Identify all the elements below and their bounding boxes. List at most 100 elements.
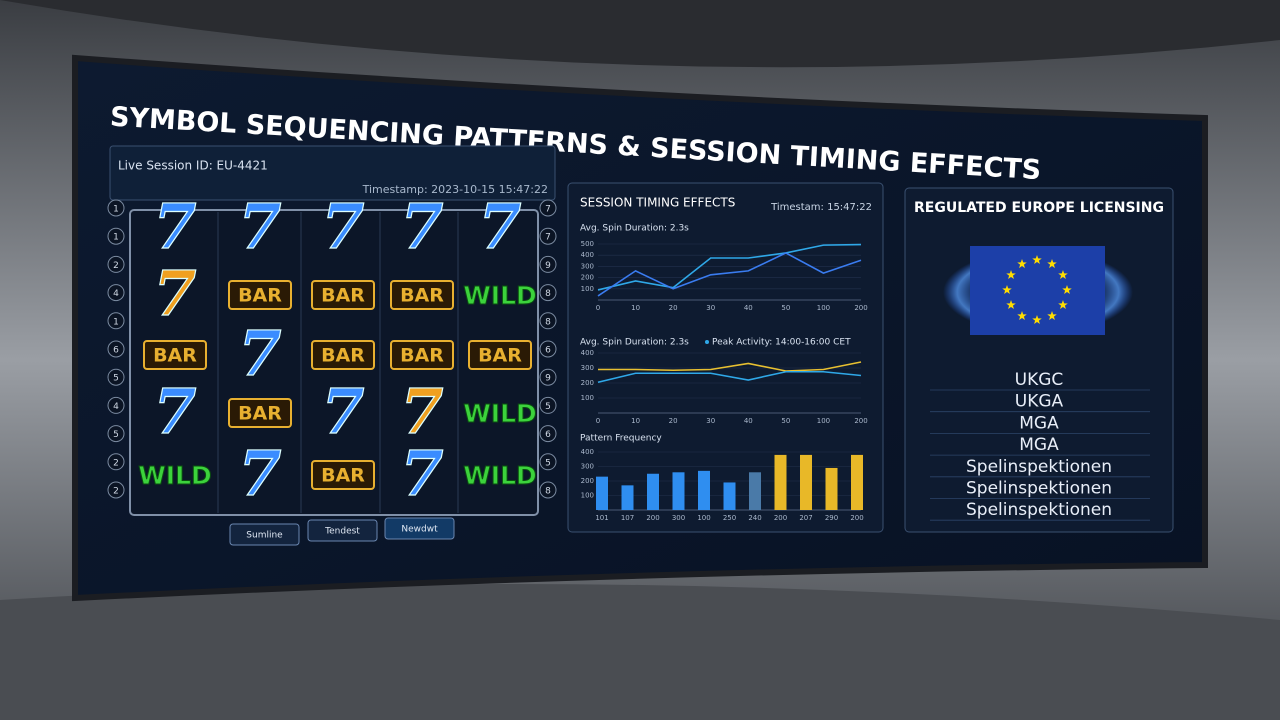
- control-button-label[interactable]: Tendest: [324, 527, 360, 537]
- note-dot: [705, 340, 709, 344]
- seven-symbol: 7: [238, 190, 281, 263]
- x-tick-label: 200: [854, 304, 867, 312]
- y-tick-label: 200: [581, 274, 594, 282]
- x-tick-label: 40: [744, 304, 753, 312]
- seven-symbol: 7: [400, 190, 443, 263]
- payline-number: 6: [545, 346, 551, 356]
- y-tick-label: 300: [581, 262, 594, 270]
- seven-symbol: 7: [321, 375, 364, 448]
- payline-number: 4: [113, 289, 119, 299]
- payline-marker: [539, 284, 557, 302]
- y-tick-label: 200: [581, 477, 594, 485]
- bar: [749, 472, 761, 510]
- bar: [647, 473, 659, 510]
- control-button[interactable]: [384, 517, 455, 540]
- bar-symbol-box: [228, 280, 292, 310]
- x-tick-label: 250: [723, 514, 736, 522]
- bar-symbol-box: [143, 340, 207, 370]
- payline-marker: [107, 368, 125, 386]
- bar-symbol-box: [390, 340, 454, 370]
- payline-marker: [539, 312, 557, 330]
- x-tick-label: 50: [781, 304, 790, 312]
- flag-star: [1058, 270, 1068, 280]
- control-button[interactable]: [307, 519, 378, 542]
- chart-note: Peak Activity: 14:00-16:00 CET: [712, 338, 851, 348]
- floor: [0, 584, 1280, 720]
- flag-star: [1032, 255, 1042, 265]
- payline-number: 1: [113, 233, 119, 243]
- bar: [723, 482, 736, 510]
- timing-title: SESSION TIMING EFFECTS: [580, 196, 735, 210]
- x-tick-label: 100: [817, 417, 830, 425]
- payline-marker: [539, 340, 557, 358]
- x-tick-label: 200: [646, 514, 659, 522]
- series-line: [598, 361, 862, 372]
- payline-number: 8: [545, 487, 551, 497]
- bar: [698, 470, 710, 510]
- authority: UKGC: [1015, 370, 1064, 390]
- payline-number: 1: [113, 205, 119, 215]
- payline-marker: [539, 396, 557, 414]
- bar: [621, 485, 634, 510]
- payline-marker: [107, 312, 125, 330]
- y-tick-label: 400: [581, 251, 594, 259]
- flag-star: [1058, 300, 1068, 310]
- flag-star: [1062, 285, 1072, 295]
- payline-number: 4: [113, 402, 119, 412]
- bar-symbol-box: [311, 460, 375, 490]
- payline-marker: [539, 481, 557, 499]
- wild-symbol: WILD: [138, 461, 212, 490]
- payline-marker: [539, 425, 557, 443]
- payline-marker: [107, 340, 125, 358]
- wild-symbol: WILD: [463, 461, 537, 490]
- x-tick-label: 240: [748, 514, 761, 522]
- y-tick-label: 100: [581, 285, 594, 293]
- authority: MGA: [1019, 413, 1059, 433]
- seven-symbol: 7: [153, 375, 196, 448]
- x-tick-label: 207: [799, 514, 812, 522]
- y-tick-label: 300: [581, 364, 594, 372]
- bar-symbol: BAR: [321, 345, 365, 367]
- control-button-label[interactable]: Sumline: [246, 531, 283, 541]
- seven-symbol: 7: [400, 437, 443, 510]
- authority: UKGA: [1015, 392, 1064, 412]
- payline-marker: [107, 255, 125, 273]
- series-line: [597, 243, 862, 291]
- payline-number: 2: [113, 487, 119, 497]
- chart-label: Avg. Spin Duration: 2.3s: [580, 338, 689, 348]
- session-box: [109, 145, 556, 201]
- bar-symbol: BAR: [400, 345, 444, 367]
- payline-marker: [107, 199, 125, 217]
- control-button-label[interactable]: Newdwt: [401, 525, 438, 535]
- session-id: Live Session ID: EU-4421: [118, 159, 268, 173]
- x-tick-label: 0: [596, 417, 600, 425]
- payline-number: 6: [545, 430, 551, 440]
- payline-marker: [107, 284, 125, 302]
- bar: [851, 454, 863, 510]
- x-tick-label: 10: [631, 304, 640, 312]
- seven-symbol: 7: [321, 190, 364, 263]
- payline-marker: [539, 453, 557, 471]
- seven-symbol: 7: [238, 317, 281, 390]
- x-tick-label: 200: [774, 514, 787, 522]
- control-button[interactable]: [229, 523, 300, 546]
- session-timestamp: Timestamp: 2023-10-15 15:47:22: [362, 183, 548, 196]
- flag-star: [1006, 300, 1016, 310]
- seven-symbol: 7: [400, 375, 443, 448]
- x-tick-label: 30: [706, 417, 715, 425]
- bar: [774, 454, 787, 510]
- x-tick-label: 0: [596, 304, 600, 312]
- bar: [596, 476, 608, 510]
- payline-number: 1: [113, 317, 119, 327]
- x-tick-label: 290: [825, 514, 838, 522]
- x-tick-label: 300: [672, 514, 685, 522]
- x-tick-label: 107: [621, 514, 634, 522]
- payline-marker: [107, 227, 125, 245]
- payline-marker: [107, 453, 125, 471]
- y-tick-label: 100: [581, 492, 594, 500]
- x-tick-label: 40: [744, 417, 753, 425]
- x-tick-label: 50: [781, 417, 790, 425]
- payline-number: 8: [545, 317, 551, 327]
